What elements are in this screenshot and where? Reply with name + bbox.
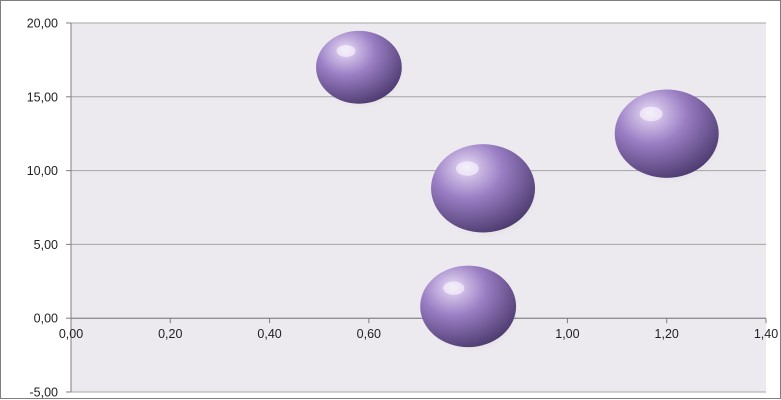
x-tick-label: 1,00: [555, 327, 579, 341]
bubble-point[interactable]: [316, 30, 402, 104]
y-tick-label: -5,00: [30, 386, 59, 400]
x-tick-label: 0,60: [357, 327, 381, 341]
bubble-point[interactable]: [420, 265, 517, 348]
x-tick-label: 1,20: [655, 327, 679, 341]
y-tick-label: 5,00: [34, 238, 58, 252]
y-tick-label: 10,00: [27, 164, 58, 178]
bubble-highlight: [443, 281, 465, 295]
bubble-highlight: [639, 106, 663, 122]
y-tick-label: 15,00: [27, 90, 58, 104]
bubble-point[interactable]: [614, 89, 719, 178]
bubble-series: [316, 30, 722, 353]
bubble-highlight: [336, 44, 356, 57]
bubble-point[interactable]: [431, 144, 536, 233]
x-tick-label: 0,20: [158, 327, 182, 341]
y-tick-label: 20,00: [27, 17, 58, 31]
bubble-highlight: [455, 161, 479, 176]
y-axis: -5,00 0,00 5,00 10,00 15,00 20,00: [27, 17, 72, 400]
x-tick-label: 0,40: [257, 327, 281, 341]
plot-area: [71, 23, 766, 392]
x-tick-label: 0,00: [59, 327, 83, 341]
y-tick-label: 0,00: [34, 312, 58, 326]
x-tick-label: 1,40: [754, 327, 778, 341]
